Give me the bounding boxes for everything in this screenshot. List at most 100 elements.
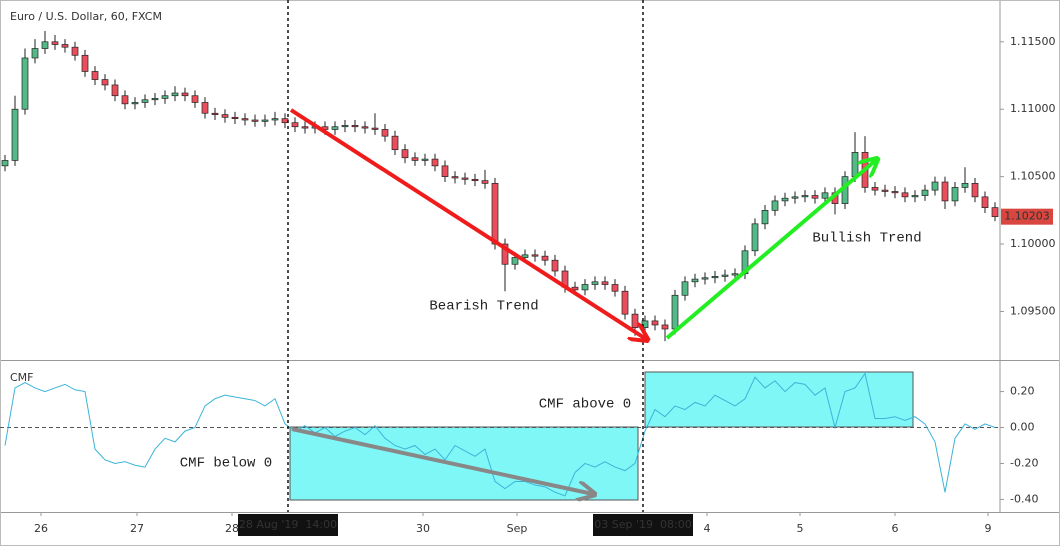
candle-body [691,278,699,283]
candle-body [991,207,999,218]
candle-body [481,180,489,184]
candle-body [61,44,69,48]
candle-body [981,196,989,208]
candle-body [671,294,679,330]
x-tick-label: 28 [225,522,239,535]
candle-body [761,209,769,225]
candle-body [1,160,9,167]
candle-body [791,196,799,199]
candle-body [261,119,269,122]
bullish-arrow [665,160,876,340]
y2-tick-label: 0.20 [1010,385,1035,398]
candle-body [371,127,379,130]
candle-body [911,195,919,198]
candle-body [451,176,459,179]
candle-body [531,254,539,257]
candle-body [971,183,979,198]
y-tick-label: 1.09500 [1010,304,1056,317]
y2-tick-label: 0.00 [1010,421,1035,434]
candle-body [591,281,599,285]
candle-body [921,189,929,196]
x-tick-label: Sep [507,522,528,535]
x-tick-label: 5 [797,522,804,535]
y-tick-label: 1.10000 [1010,237,1056,250]
candle-body [351,125,359,128]
candle-body [521,254,529,258]
x-tick-label: 30 [416,522,430,535]
candle-body [391,135,399,151]
candle-body [511,257,519,265]
candle-body [751,223,759,252]
y-tick-label: 1.11000 [1010,102,1056,115]
candle-body [881,189,889,192]
candle-body [241,118,249,121]
candle-body [411,157,419,161]
candle-body [251,119,259,122]
x-tick-label: 9 [985,522,992,535]
candle-body [101,79,109,86]
last-price-box [1001,208,1053,225]
candle-body [401,149,409,159]
time-label-box [238,514,338,536]
bearish-label: Bearish Trend [429,299,538,315]
candle-body [781,197,789,202]
candle-body [461,177,469,180]
time-label: 03 Sep '19 08:00 [594,518,691,531]
candle-body [711,276,719,279]
y-tick-label: 1.10500 [1010,170,1056,183]
cmf-line [4,372,996,497]
time-label-box [593,514,693,536]
y-tick-label: 1.11500 [1010,35,1056,48]
candle-body [851,152,859,177]
candle-body [571,286,579,291]
candle-body [891,191,899,194]
candle-body [611,284,619,292]
candle-body [801,195,809,198]
candle-body [181,92,189,97]
candle-body [201,102,209,114]
candle-body [441,165,449,177]
candle-body [821,192,829,199]
candle-body [471,178,479,182]
candle-body [931,181,939,191]
candle-body [381,129,389,137]
candle-body [731,273,739,276]
candle-body [431,158,439,167]
bearish-arrow [289,108,646,339]
candle-body [661,324,669,330]
candle-body [341,125,349,128]
cmf-arrow [291,427,593,494]
candle-body [631,313,639,328]
candle-body [41,41,49,49]
candle-body [281,118,289,124]
x-tick-label: 4 [704,522,711,535]
candle-body [11,108,19,161]
candle-body [871,187,879,191]
candle-body [121,95,129,105]
candle-body [601,281,609,285]
candle-body [681,281,689,296]
candle-body [361,126,369,129]
indicator-name: CMF [10,371,34,384]
candle-body [701,277,709,280]
candle-body [961,183,969,188]
candle-body [31,48,39,59]
candle-body [171,92,179,97]
chart-title: Euro / U.S. Dollar, 60, FXCM [10,10,162,23]
candle-body [51,41,59,45]
candle-body [651,320,659,326]
y2-tick-label: -0.20 [1010,456,1038,469]
candle-body [301,126,309,129]
candle-body [621,290,629,315]
candle-body [331,126,339,130]
bullish-label: Bullish Trend [812,231,921,247]
candle-body [91,71,99,80]
candle-body [111,84,119,97]
x-tick-label: 6 [892,522,899,535]
cmf-above-label: CMF above 0 [539,397,631,413]
cmf-above-box [644,371,914,428]
candle-body [901,192,909,198]
candle-body [771,200,779,211]
candle-body [211,112,219,115]
